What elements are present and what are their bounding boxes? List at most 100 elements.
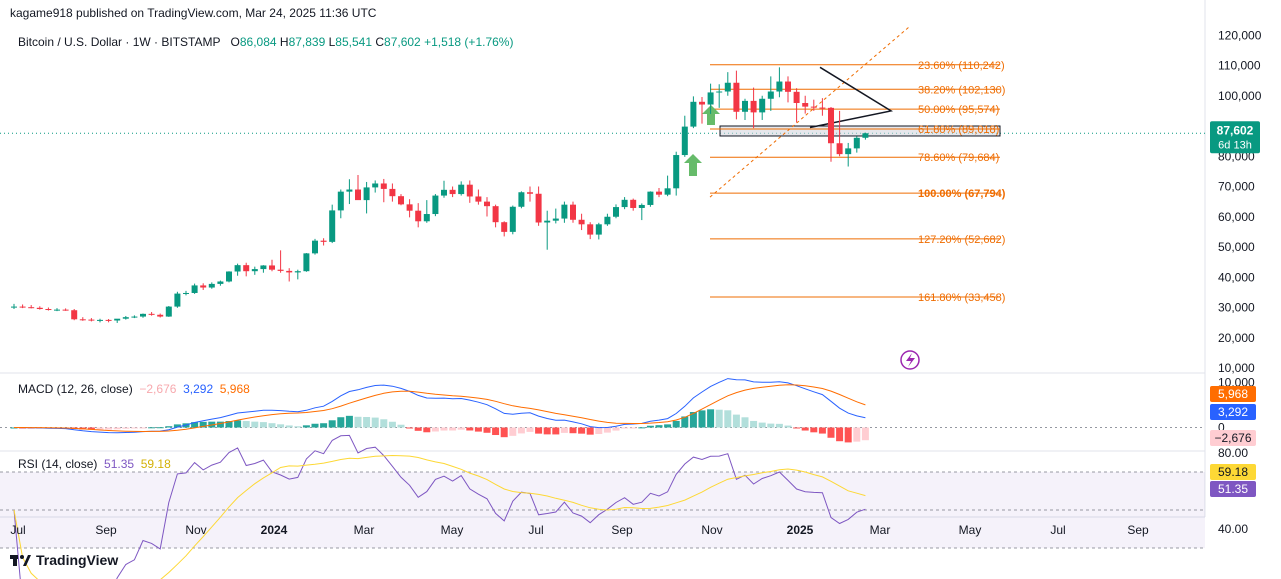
candle-body [243, 265, 250, 272]
symbol-title[interactable]: Bitcoin / U.S. Dollar · 1W · BITSTAMP [18, 35, 221, 49]
candle-body [630, 199, 637, 208]
price-tick-label: 30,000 [1218, 301, 1255, 315]
candle-body [286, 270, 293, 273]
candle-body [484, 201, 490, 207]
candle-body [398, 196, 404, 205]
last-price-label: 87,602 [1217, 123, 1254, 137]
candle-body [191, 285, 198, 293]
candle-body [466, 184, 473, 197]
time-tick-label: Jul [528, 523, 543, 537]
macd-histogram-bar [724, 410, 732, 428]
macd-histogram-bar [105, 427, 113, 430]
macd-histogram-bar [216, 421, 224, 428]
candle-body [71, 310, 78, 320]
rsi-line [13, 434, 866, 579]
macd-histogram-bar [586, 427, 594, 435]
macd-histogram-bar [784, 425, 792, 428]
macd-histogram-bar [423, 427, 431, 433]
candle-body [595, 224, 602, 235]
macd-histogram-bar [397, 424, 405, 428]
macd-histogram-bar [801, 427, 809, 431]
candle-body [312, 240, 318, 254]
fib-level-label: 127.20% (52,682) [918, 234, 1005, 246]
macd-histogram-bar [560, 427, 568, 433]
price-tick-label: 120,000 [1218, 28, 1262, 42]
macd-histogram-bar [259, 422, 267, 428]
price-axis[interactable]: 120,000110,000100,00090,00080,00070,0006… [1210, 28, 1262, 375]
open-value: 86,084 [239, 35, 277, 49]
candle-body [208, 283, 215, 288]
fib-level-label: 50.00% (95,574) [918, 104, 999, 116]
macd-line-value: 3,292 [183, 382, 214, 396]
candle-body [501, 222, 508, 232]
candle-body [604, 216, 611, 225]
time-axis[interactable]: Jul Sep Nov 2024 Mar May Jul Sep Nov 2025 Mar May Ju… [10, 523, 1149, 537]
candle-body [380, 183, 387, 189]
macd-histogram-bar [664, 424, 672, 428]
macd-histogram-bar [655, 425, 663, 428]
macd-tick-label: 0 [1218, 421, 1225, 435]
candle-body [54, 309, 60, 311]
macd-histogram-bar [431, 427, 439, 432]
candle-body [441, 189, 447, 196]
macd-histogram-bar [818, 427, 826, 434]
macd-histogram-bar [234, 420, 242, 428]
macd-histogram-bar [492, 427, 500, 436]
macd-histogram-bar [603, 427, 611, 433]
close-label: C [375, 35, 385, 49]
last-price-box [1210, 121, 1260, 154]
macd-histogram-bar [767, 423, 775, 428]
time-tick-label: Mar [870, 523, 891, 537]
rsi-value-box [1210, 464, 1256, 480]
rsi-value-box [1210, 481, 1256, 497]
candle-body [785, 81, 791, 92]
candle-body [45, 309, 52, 311]
time-tick-label: May [441, 523, 464, 537]
candle-body [122, 317, 129, 319]
candle-body [389, 188, 396, 197]
low-value: 85,541 [335, 35, 372, 49]
candle-body [853, 137, 860, 149]
candle-body [656, 191, 662, 195]
macd-histogram-bar [371, 417, 379, 428]
drawings[interactable] [684, 25, 920, 370]
macd-histogram-bar [113, 427, 121, 430]
candle-body [544, 220, 551, 223]
macd-signal-line [14, 384, 866, 433]
macd-histogram-bar [810, 427, 818, 433]
macd-histogram-bar [681, 416, 689, 428]
macd-histogram-bar [199, 421, 207, 428]
tradingview-brand[interactable]: TradingView [10, 552, 118, 568]
macd-histogram-bar [457, 427, 465, 430]
macd-histogram-bar [96, 427, 104, 430]
time-tick-label: Sep [611, 523, 633, 537]
fib-level-label: 78.60% (79,684) [918, 152, 999, 164]
candle-body [217, 281, 224, 284]
macd-histogram-bar [500, 427, 508, 438]
candle-body [492, 206, 499, 223]
candle-body [724, 82, 731, 92]
candle-body [19, 306, 26, 308]
candle-body [234, 265, 241, 272]
candle-body [733, 82, 740, 112]
candle-body [561, 204, 568, 219]
fib-retracement[interactable]: 23.60% (110,242) 38.20% (102,130) 50.00% (… [710, 60, 1006, 304]
candle-body [776, 81, 783, 92]
macd-histogram-bar [139, 427, 147, 429]
rsi-title[interactable]: RSI (14, close) [18, 457, 98, 471]
candle-body [363, 187, 370, 201]
macd-histogram-bar [165, 426, 173, 428]
candle-body [750, 100, 757, 113]
macd-histogram-bar [535, 427, 543, 434]
macd-histogram-bar [844, 427, 852, 443]
macd-histogram-bar [173, 424, 181, 428]
macd-legend: MACD (12, 26, close) −2,676 3,292 5,968 [18, 382, 250, 396]
price-legend: Bitcoin / U.S. Dollar · 1W · BITSTAMP O8… [18, 35, 513, 49]
candle-body [862, 133, 869, 138]
macd-histogram-bar [775, 423, 783, 428]
candle-body [828, 107, 834, 144]
candle-body [269, 265, 275, 270]
macd-value-label: 5,968 [1218, 387, 1248, 401]
macd-title[interactable]: MACD (12, 26, close) [18, 382, 133, 396]
